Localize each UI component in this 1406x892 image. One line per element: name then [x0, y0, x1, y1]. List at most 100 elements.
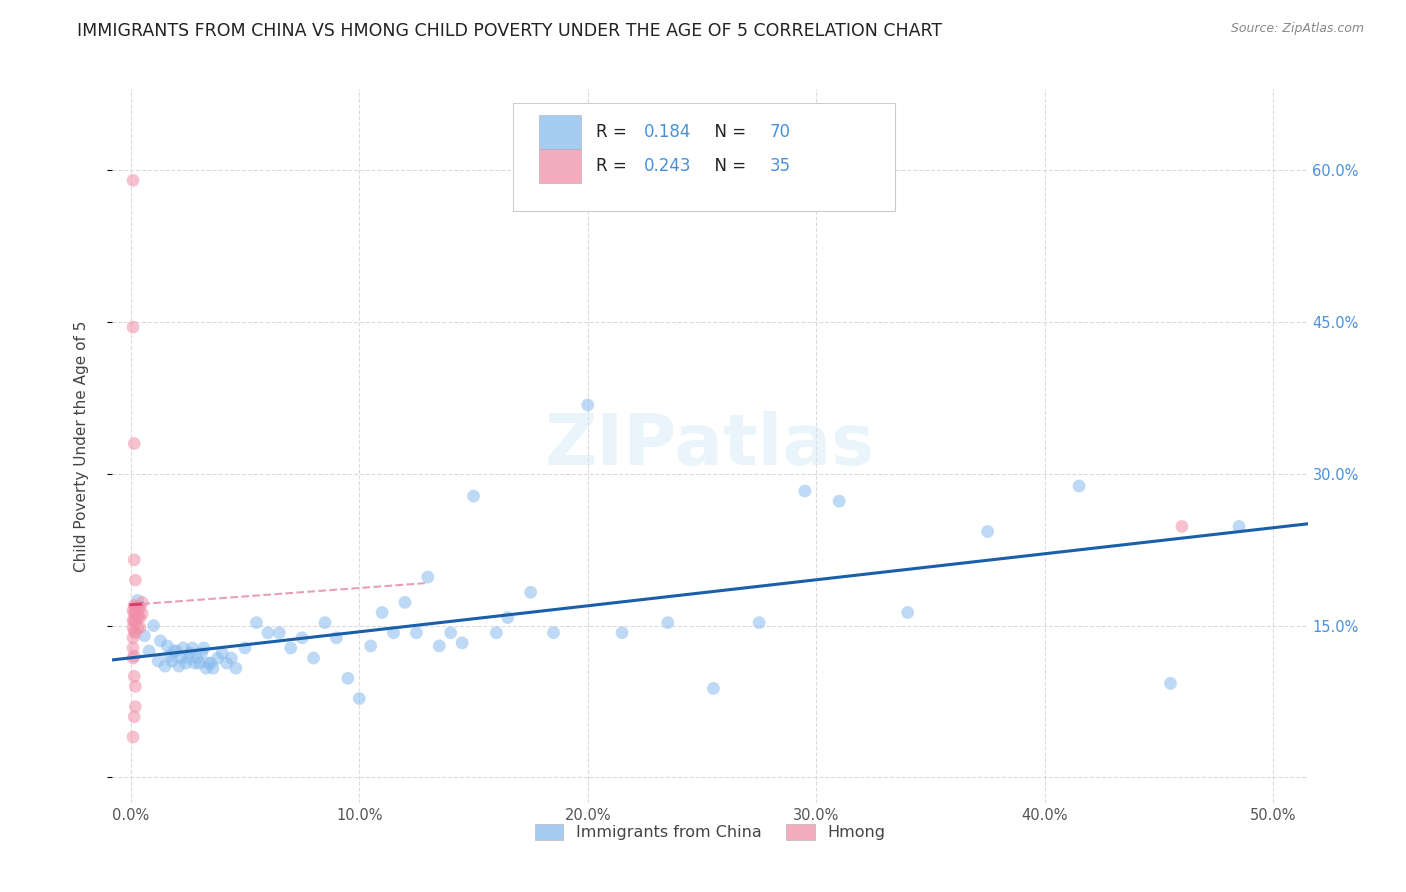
Point	[149, 633, 172, 648]
Point	[211, 646, 233, 660]
Point	[291, 631, 314, 645]
Point	[188, 656, 211, 670]
Text: 0.243: 0.243	[644, 157, 692, 175]
Point	[127, 600, 149, 615]
Point	[314, 615, 336, 630]
Point	[122, 436, 145, 450]
Text: IMMIGRANTS FROM CHINA VS HMONG CHILD POVERTY UNDER THE AGE OF 5 CORRELATION CHAR: IMMIGRANTS FROM CHINA VS HMONG CHILD POV…	[77, 22, 942, 40]
Point	[122, 607, 145, 621]
Point	[159, 648, 181, 663]
FancyBboxPatch shape	[538, 149, 581, 184]
Point	[124, 680, 146, 694]
Point	[702, 681, 724, 696]
Point	[657, 615, 679, 630]
Point	[122, 599, 145, 613]
Text: 70: 70	[770, 123, 790, 141]
Point	[576, 398, 599, 412]
Point	[122, 631, 145, 645]
Point	[200, 656, 222, 670]
Point	[325, 631, 347, 645]
Point	[416, 570, 439, 584]
Point	[127, 593, 149, 607]
Point	[131, 595, 153, 609]
Point	[124, 600, 146, 615]
Point	[257, 625, 280, 640]
Point	[122, 621, 145, 635]
Point	[748, 615, 770, 630]
Point	[215, 656, 238, 670]
Point	[195, 661, 218, 675]
Point	[897, 606, 920, 620]
Point	[828, 494, 851, 508]
Point	[280, 640, 302, 655]
Point	[1159, 676, 1181, 690]
Point	[1171, 519, 1194, 533]
Point	[269, 625, 291, 640]
Point	[122, 710, 145, 724]
Point	[148, 654, 170, 668]
Point	[167, 659, 190, 673]
Point	[177, 651, 200, 665]
Point	[134, 629, 156, 643]
Point	[202, 661, 225, 675]
Point	[440, 625, 463, 640]
Point	[142, 618, 165, 632]
Point	[122, 173, 145, 187]
Point	[127, 610, 149, 624]
Point	[793, 483, 815, 498]
Point	[124, 625, 146, 640]
Text: 35: 35	[770, 157, 792, 175]
Point	[124, 699, 146, 714]
Point	[122, 640, 145, 655]
Point	[122, 730, 145, 744]
Text: Source: ZipAtlas.com: Source: ZipAtlas.com	[1230, 22, 1364, 36]
Point	[122, 320, 145, 334]
Point	[181, 640, 204, 655]
Text: R =: R =	[596, 123, 633, 141]
Point	[1067, 479, 1090, 493]
Point	[610, 625, 633, 640]
Point	[129, 610, 152, 624]
FancyBboxPatch shape	[513, 103, 896, 211]
Point	[127, 607, 149, 621]
Point	[138, 644, 160, 658]
Text: N =: N =	[704, 157, 751, 175]
Point	[156, 639, 179, 653]
Point	[129, 600, 152, 615]
Point	[127, 621, 149, 635]
Point	[225, 661, 247, 675]
Point	[193, 640, 215, 655]
Point	[122, 603, 145, 617]
Point	[451, 636, 474, 650]
Point	[371, 606, 394, 620]
Point	[394, 595, 416, 609]
Point	[122, 553, 145, 567]
Point	[122, 648, 145, 663]
Point	[122, 669, 145, 683]
Point	[153, 659, 176, 673]
Point	[405, 625, 427, 640]
Point	[221, 651, 243, 665]
Point	[186, 651, 208, 665]
Point	[427, 639, 450, 653]
Point	[174, 656, 197, 670]
Point	[463, 489, 485, 503]
Point	[976, 524, 998, 539]
Point	[160, 654, 183, 668]
Point	[184, 656, 207, 670]
Text: R =: R =	[596, 157, 633, 175]
Point	[543, 625, 565, 640]
Point	[485, 625, 508, 640]
Point	[172, 640, 194, 655]
Point	[1227, 519, 1250, 533]
Point	[519, 585, 541, 599]
Point	[124, 607, 146, 621]
Point	[233, 640, 256, 655]
Point	[122, 614, 145, 628]
Point	[190, 646, 212, 660]
Point	[382, 625, 405, 640]
Point	[496, 610, 519, 624]
Point	[207, 651, 229, 665]
Point	[122, 651, 145, 665]
Point	[360, 639, 382, 653]
